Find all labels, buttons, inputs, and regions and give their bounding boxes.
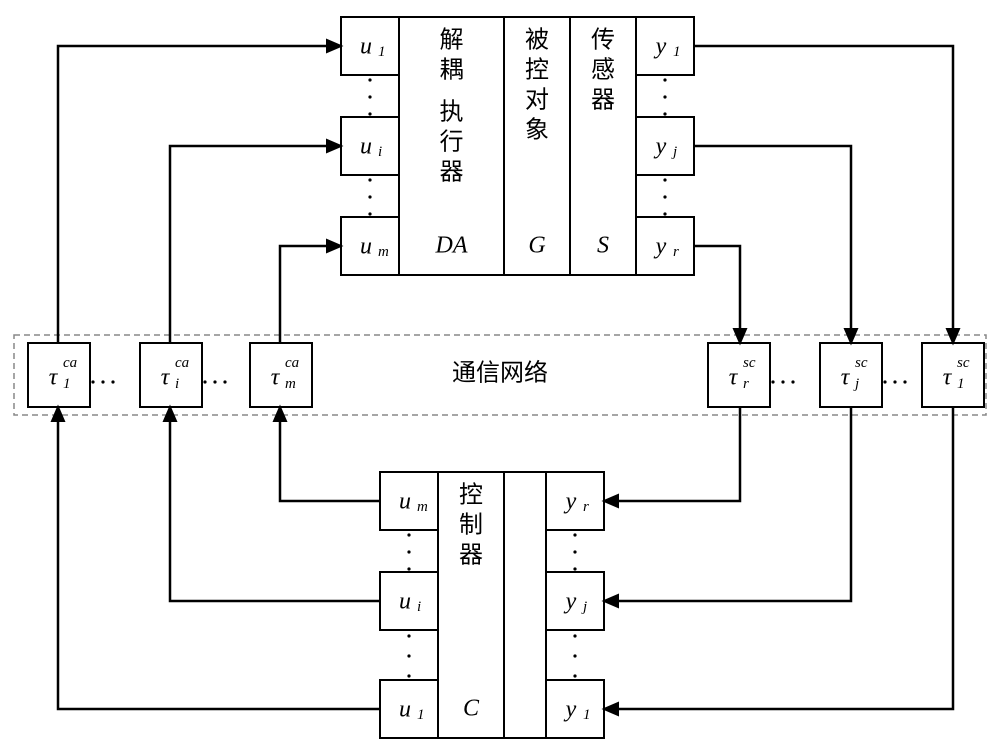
svg-text:y: y	[654, 234, 667, 260]
svg-text:ca: ca	[63, 355, 77, 371]
svg-text:行: 行	[440, 129, 464, 156]
svg-text:τ: τ	[49, 365, 59, 391]
svg-text:τ: τ	[841, 365, 851, 391]
svg-text:τ: τ	[271, 365, 281, 391]
svg-text:G: G	[528, 233, 545, 259]
svg-text:C: C	[463, 696, 480, 722]
svg-text:1: 1	[63, 376, 71, 392]
svg-text:y: y	[564, 489, 577, 515]
svg-text:r: r	[583, 499, 589, 515]
svg-text:m: m	[378, 244, 389, 260]
svg-text:u: u	[399, 589, 411, 615]
svg-text:τ: τ	[943, 365, 953, 391]
svg-text:y: y	[654, 34, 667, 60]
svg-text:控: 控	[525, 57, 549, 84]
svg-text:控: 控	[459, 482, 483, 509]
svg-text:ca: ca	[285, 355, 299, 371]
svg-text:DA: DA	[435, 233, 468, 259]
svg-text:r: r	[743, 376, 749, 392]
svg-text:制: 制	[459, 512, 483, 539]
svg-text:ca: ca	[175, 355, 189, 371]
svg-text:r: r	[673, 244, 679, 260]
svg-text:S: S	[597, 233, 609, 259]
svg-text:y: y	[564, 589, 577, 615]
svg-text:器: 器	[459, 543, 483, 569]
svg-text:通信网络: 通信网络	[452, 360, 548, 387]
svg-text:y: y	[564, 697, 577, 723]
svg-text:u: u	[360, 34, 372, 60]
svg-text:τ: τ	[729, 365, 739, 391]
svg-text:被: 被	[525, 27, 549, 54]
svg-text:u: u	[399, 489, 411, 515]
svg-text:1: 1	[583, 707, 591, 723]
svg-text:1: 1	[957, 376, 965, 392]
svg-text:1: 1	[673, 44, 681, 60]
svg-text:1: 1	[378, 44, 386, 60]
svg-text:i: i	[378, 144, 382, 160]
svg-text:1: 1	[417, 707, 425, 723]
svg-text:m: m	[417, 499, 428, 515]
svg-text:执: 执	[440, 99, 464, 126]
svg-text:sc: sc	[855, 355, 868, 371]
svg-text:器: 器	[591, 88, 615, 114]
svg-text:解: 解	[440, 27, 464, 54]
svg-text:i: i	[175, 376, 179, 392]
svg-text:u: u	[360, 134, 372, 160]
svg-text:u: u	[399, 697, 411, 723]
svg-text:sc: sc	[957, 355, 970, 371]
svg-text:u: u	[360, 234, 372, 260]
svg-text:传: 传	[591, 27, 615, 54]
svg-text:器: 器	[440, 160, 464, 186]
svg-text:m: m	[285, 376, 296, 392]
svg-text:sc: sc	[743, 355, 756, 371]
svg-text:对: 对	[525, 87, 549, 114]
svg-text:感: 感	[591, 57, 615, 84]
svg-text:耦: 耦	[440, 57, 464, 84]
svg-text:τ: τ	[161, 365, 171, 391]
svg-text:i: i	[417, 599, 421, 615]
svg-text:象: 象	[525, 117, 549, 144]
svg-text:y: y	[654, 134, 667, 160]
